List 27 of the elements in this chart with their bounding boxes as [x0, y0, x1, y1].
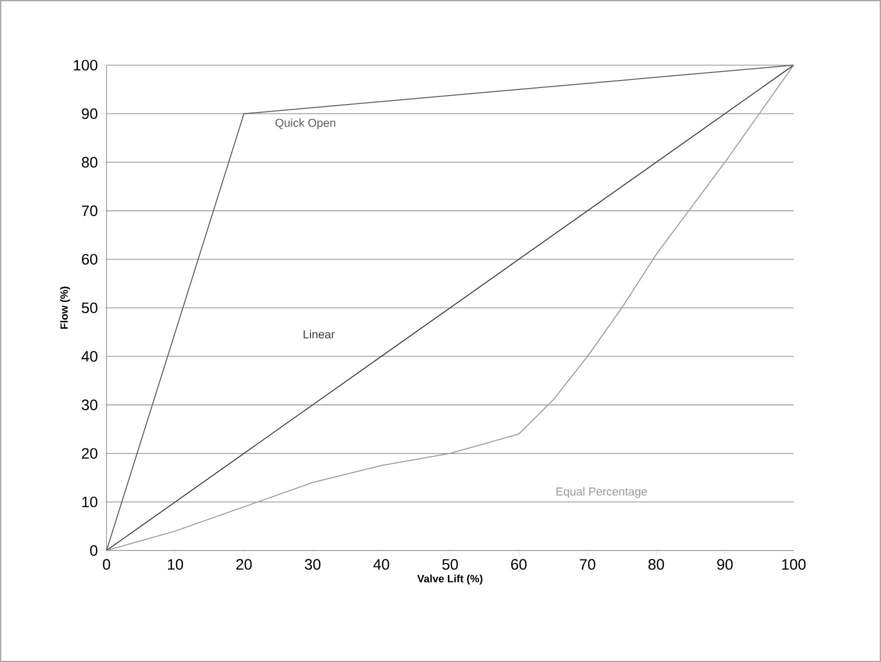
x-tick-label: 80 [648, 559, 664, 570]
y-tick-label: 30 [82, 400, 98, 410]
x-tick-label: 40 [373, 559, 390, 570]
y-tick-label: 70 [82, 205, 98, 216]
x-tick-label: 0 [102, 559, 110, 570]
x-axis-title: Valve Lift (%) [417, 574, 482, 584]
x-tick-label: 50 [442, 559, 458, 570]
text: Linear [304, 330, 335, 338]
x-tick-label: 90 [717, 559, 733, 570]
y-tick-label: 10 [82, 496, 98, 508]
x-tick-label: 30 [304, 559, 320, 570]
y-tick-label: 80 [82, 156, 98, 168]
y-tick-label: 100 [74, 60, 98, 70]
y-tick-label: 20 [82, 448, 98, 459]
y-tick-label: 60 [82, 254, 98, 265]
y-tick-label: 0 [90, 545, 98, 556]
text: Equal Percentage [556, 487, 647, 498]
y-tick-label: 40 [82, 350, 98, 362]
y-tick-label: 50 [82, 302, 98, 314]
series-label: Quick Open [276, 118, 336, 130]
x-tick-label: 60 [511, 559, 527, 570]
x-tick-label: 20 [236, 559, 252, 570]
x-tick-label: 70 [580, 559, 596, 570]
y-tick-label: 90 [82, 108, 98, 120]
x-tick-label: 100 [782, 559, 806, 570]
y-axis-title: Flow (%) [60, 286, 70, 329]
x-tick-label: 10 [168, 559, 184, 570]
